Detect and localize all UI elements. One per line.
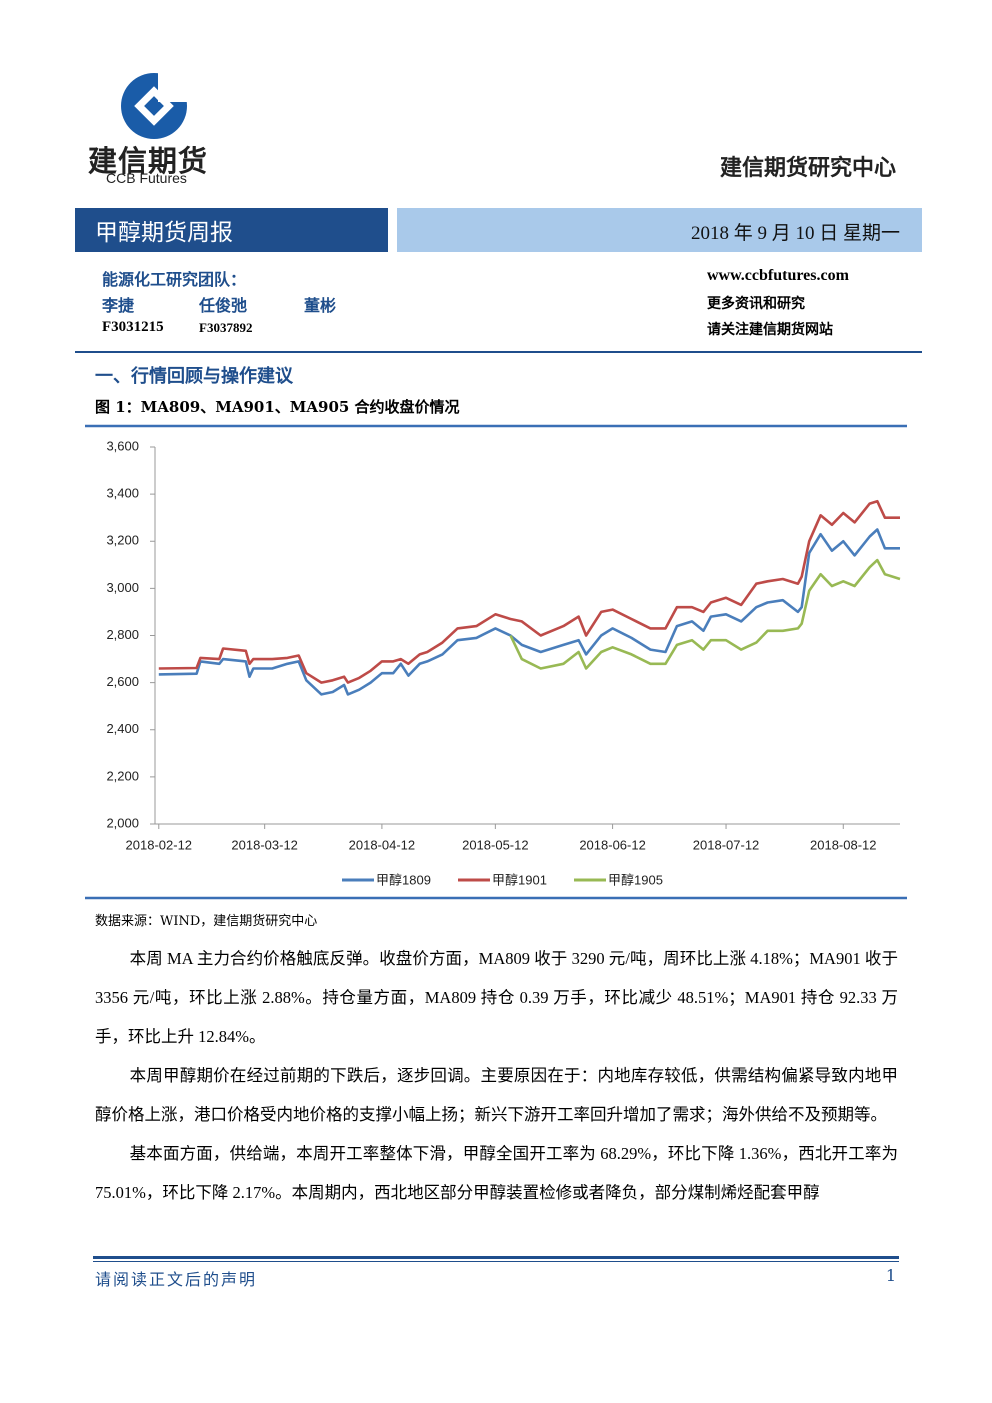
- analyst-name: 李捷: [102, 296, 135, 315]
- series-line: [158, 499, 900, 684]
- analyst-name: 董彬: [304, 296, 337, 315]
- legend-label: 甲醇1905: [608, 872, 663, 887]
- x-tick-label: 2018-07-12: [693, 837, 760, 852]
- footer-rule: [93, 1261, 899, 1262]
- logo-mark: [121, 72, 188, 139]
- legend-label: 甲醇1809: [376, 872, 431, 887]
- analyst-id: F3037892: [199, 320, 253, 335]
- y-tick-label: 3,200: [106, 533, 139, 548]
- research-center: 建信期货研究中心: [719, 156, 896, 181]
- footer-rule: [93, 1256, 899, 1259]
- x-tick-label: 2018-06-12: [579, 837, 646, 852]
- legend-label: 甲醇1901: [492, 872, 547, 887]
- paragraph: 本周甲醇期价在经过前期的下跌后，逐步回调。主要原因在于：内地库存较低，供需结构偏…: [95, 1066, 898, 1124]
- website: www.ccbfutures.com: [707, 267, 849, 284]
- y-tick-label: 2,800: [106, 627, 139, 642]
- team-label: 能源化工研究团队：: [102, 270, 247, 289]
- series-line: [509, 558, 901, 670]
- x-tick-label: 2018-04-12: [349, 837, 416, 852]
- x-tick-label: 2018-05-12: [462, 837, 529, 852]
- disclaimer: 请阅读正文后的声明: [95, 1270, 258, 1289]
- paragraph: 本周 MA 主力合约价格触底反弹。收盘价方面，MA809 收于 3290 元/吨…: [95, 949, 898, 1046]
- y-tick-label: 3,600: [106, 438, 139, 453]
- contact-line: 请关注建信期货网站: [707, 322, 833, 338]
- date-bar: [397, 208, 922, 252]
- logo-text: 建信期货: [88, 144, 209, 178]
- y-tick-label: 3,000: [106, 580, 139, 595]
- page-number: 1: [885, 1266, 896, 1285]
- x-tick-label: 2018-03-12: [231, 837, 298, 852]
- report-title: 甲醇期货周报: [95, 220, 233, 246]
- chart: 2,000 2,200 2,400 2,600 2,800 3,000 3,200 3,400…: [85, 424, 907, 900]
- analyst-name: 任俊弛: [199, 296, 248, 315]
- x-tick-label: 2018-02-12: [126, 837, 193, 852]
- title-bar: [75, 208, 388, 252]
- y-tick-label: 2,400: [106, 721, 139, 736]
- y-tick-label: 2,000: [106, 815, 139, 830]
- rule: [75, 351, 922, 353]
- analyst-id: F3031215: [102, 319, 164, 335]
- y-tick-label: 2,200: [106, 768, 139, 783]
- y-tick-label: 3,400: [106, 486, 139, 501]
- body-text: 本周 MA 主力合约价格触底反弹。收盘价方面，MA809 收于 3290 元/吨…: [95, 939, 898, 1251]
- paragraph: 基本面方面，供给端，本周开工率整体下滑，甲醇全国开工率为 68.29%，环比下降…: [95, 1144, 898, 1202]
- logo-sub: CCB Futures: [106, 170, 187, 186]
- data-source: 数据来源：WIND，建信期货研究中心: [95, 914, 318, 929]
- x-tick-label: 2018-08-12: [810, 837, 877, 852]
- section-heading: 一、行情回顾与操作建议: [95, 366, 293, 387]
- y-tick-label: 2,600: [106, 674, 139, 689]
- series-line: [158, 528, 900, 696]
- report-date: 2018 年 9 月 10 日 星期一: [690, 223, 900, 244]
- figure-caption: 图 1：MA809、MA901、MA905 合约收盘价情况: [95, 398, 460, 416]
- contact-line: 更多资讯和研究: [707, 296, 805, 312]
